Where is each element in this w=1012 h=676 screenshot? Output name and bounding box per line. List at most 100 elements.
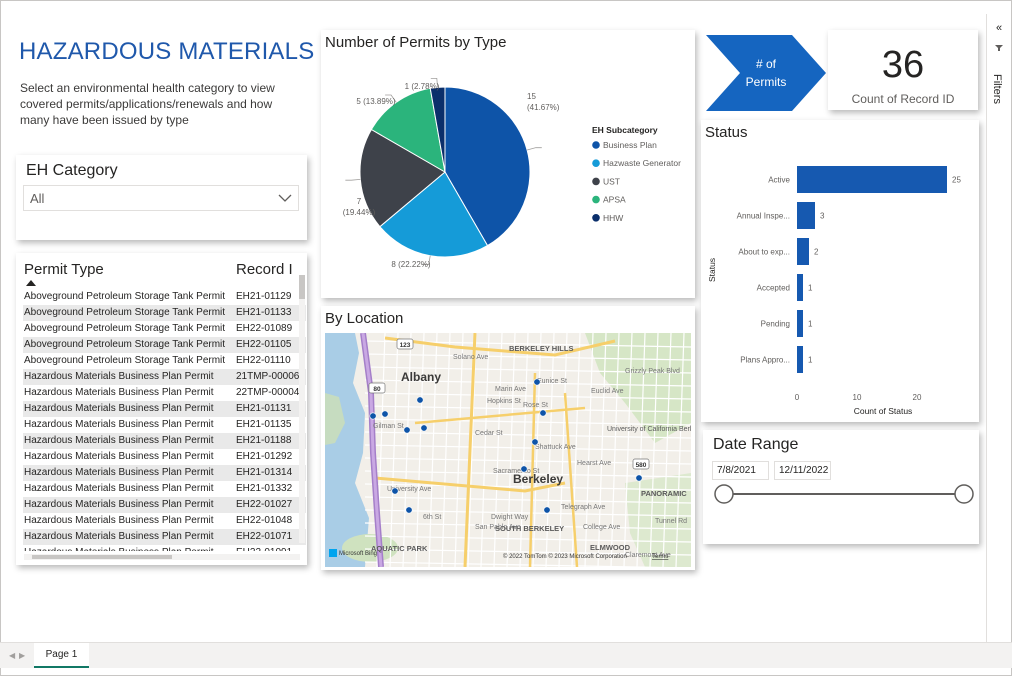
street-line	[364, 522, 691, 530]
table-row[interactable]: Hazardous Materials Business Plan Permit…	[23, 465, 306, 481]
location-point[interactable]	[531, 438, 539, 446]
horizontal-scrollbar[interactable]	[24, 554, 300, 560]
map-place-label: PANORAMIC	[641, 489, 687, 498]
map-place-label: University Ave	[387, 486, 431, 493]
table-row[interactable]: Hazardous Materials Business Plan Permit…	[23, 385, 306, 401]
location-point[interactable]	[381, 410, 389, 418]
end-date-input[interactable]: 12/11/2022	[774, 461, 831, 480]
location-point[interactable]	[369, 412, 377, 420]
scrollbar-thumb[interactable]	[32, 555, 172, 559]
highway-shield	[396, 338, 414, 350]
pie-chart: 15 (41.67%) 8 (22.22%) 7 (19.44%) 5 (13.89%) 1…	[343, 77, 681, 269]
cell-record-id: 22TMP-00004	[236, 387, 300, 398]
table-row[interactable]: Aboveground Petroleum Storage Tank Permi…	[23, 321, 306, 337]
location-point[interactable]	[403, 426, 411, 434]
table-row[interactable]: Hazardous Materials Business Plan Permit…	[23, 497, 306, 513]
table-header: Permit Type Record I	[16, 253, 306, 291]
location-point[interactable]	[420, 424, 428, 432]
map-place-label: Tunnel Rd	[655, 518, 687, 525]
table-row[interactable]: Aboveground Petroleum Storage Tank Permi…	[23, 305, 306, 321]
location-point[interactable]	[539, 409, 547, 417]
interstate-80-inner	[361, 333, 383, 567]
table-row[interactable]: Aboveground Petroleum Storage Tank Permi…	[23, 353, 306, 369]
street-line	[480, 333, 490, 567]
table-row[interactable]: Hazardous Materials Business Plan Permit…	[23, 369, 306, 385]
status-category-label: About to exp...	[738, 248, 790, 257]
street-line	[428, 333, 438, 567]
location-point[interactable]	[405, 506, 413, 514]
map-place-label: Berkeley	[513, 472, 563, 486]
legend-marker	[592, 159, 600, 167]
location-point[interactable]	[416, 396, 424, 404]
street-line	[364, 405, 691, 413]
slider-start-handle[interactable]	[714, 484, 734, 504]
cell-permit-type: Aboveground Petroleum Storage Tank Permi…	[24, 339, 226, 350]
location-point[interactable]	[520, 465, 528, 473]
kpi-label: Count of Record ID	[851, 92, 955, 106]
filters-pane[interactable]: « Filters	[986, 14, 1010, 642]
table-row[interactable]: Aboveground Petroleum Storage Tank Permi…	[23, 337, 306, 353]
map-place-label: Euclid Ave	[591, 388, 624, 395]
table-row[interactable]: Hazardous Materials Business Plan Permit…	[23, 401, 306, 417]
table-row[interactable]: Hazardous Materials Business Plan Permit…	[23, 513, 306, 529]
cell-permit-type: Hazardous Materials Business Plan Permit	[24, 371, 214, 382]
status-x-tick: 0	[795, 393, 800, 402]
location-point[interactable]	[543, 506, 551, 514]
cell-permit-type: Hazardous Materials Business Plan Permit	[24, 483, 214, 494]
location-point[interactable]	[635, 474, 643, 482]
status-bar[interactable]	[797, 310, 803, 337]
pie-slice-hazwaste-generator[interactable]	[379, 171, 489, 258]
tab-page-1[interactable]: Page 1	[34, 643, 89, 668]
street-line	[389, 333, 399, 567]
status-bar[interactable]	[797, 274, 803, 301]
status-bar[interactable]	[797, 166, 947, 193]
table-row[interactable]: Hazardous Materials Business Plan Permit…	[23, 481, 306, 497]
cell-permit-type: Hazardous Materials Business Plan Permit	[24, 403, 214, 414]
page-title: HAZARDOUS MATERIALS	[19, 38, 315, 65]
cell-record-id: EH22-01089	[236, 323, 293, 334]
pie-leader-line	[430, 77, 438, 88]
status-bar[interactable]	[797, 202, 815, 229]
status-bar[interactable]	[797, 346, 803, 373]
legend-marker	[592, 177, 600, 186]
column-header-record-id[interactable]: Record I	[236, 261, 293, 278]
next-page-icon[interactable]: ▶	[19, 651, 26, 660]
pie-slice-business-plan[interactable]	[444, 86, 531, 247]
scrollbar-thumb[interactable]	[299, 275, 305, 299]
location-point[interactable]	[533, 378, 541, 386]
table-body: Aboveground Petroleum Storage Tank Permi…	[23, 289, 306, 551]
slider-end-handle[interactable]	[954, 484, 974, 504]
cell-permit-type: Hazardous Materials Business Plan Permit	[24, 435, 214, 446]
table-row[interactable]: Hazardous Materials Business Plan Permit…	[23, 545, 306, 551]
location-point[interactable]	[391, 487, 399, 495]
start-date-input[interactable]: 7/8/2021	[712, 461, 769, 480]
east-park	[625, 473, 691, 567]
legend-item-apsa: APSA	[603, 195, 626, 205]
university-ave	[374, 476, 566, 493]
sort-ascending-icon	[26, 280, 36, 286]
column-header-permit-type[interactable]: Permit Type	[24, 261, 104, 278]
map-attribution: © 2022 TomTom © 2023 Microsoft Corporati…	[503, 553, 627, 560]
expand-filters-icon[interactable]: «	[996, 22, 1003, 34]
table-row[interactable]: Hazardous Materials Business Plan Permit…	[23, 417, 306, 433]
eh-category-dropdown[interactable]: All	[23, 185, 299, 211]
map-canvas[interactable]: Albany Berkeley BERKELEY HILLS SOUTH BERKEL…	[325, 333, 691, 567]
cell-record-id: EH21-01314	[236, 467, 293, 478]
street-line	[519, 333, 529, 567]
pie-data-label: 1 (2.78%)	[405, 82, 440, 91]
chevron-down-icon	[278, 194, 292, 202]
table-row[interactable]: Hazardous Materials Business Plan Permit…	[23, 529, 306, 545]
vertical-scrollbar[interactable]	[299, 275, 305, 543]
kpi-card: 36 Count of Record ID	[828, 30, 978, 110]
status-bar[interactable]	[797, 238, 809, 265]
table-row[interactable]: Hazardous Materials Business Plan Permit…	[23, 433, 306, 449]
legend-item-ust: UST	[603, 176, 620, 186]
date-range-slider[interactable]	[703, 480, 979, 510]
highway-shield	[368, 382, 386, 394]
cell-record-id: EH21-01188	[236, 435, 292, 446]
previous-page-icon[interactable]: ◀	[9, 651, 16, 660]
table-row[interactable]: Hazardous Materials Business Plan Permit…	[23, 449, 306, 465]
hills-park	[585, 333, 691, 443]
street-line	[364, 548, 691, 556]
table-row[interactable]: Aboveground Petroleum Storage Tank Permi…	[23, 289, 306, 305]
